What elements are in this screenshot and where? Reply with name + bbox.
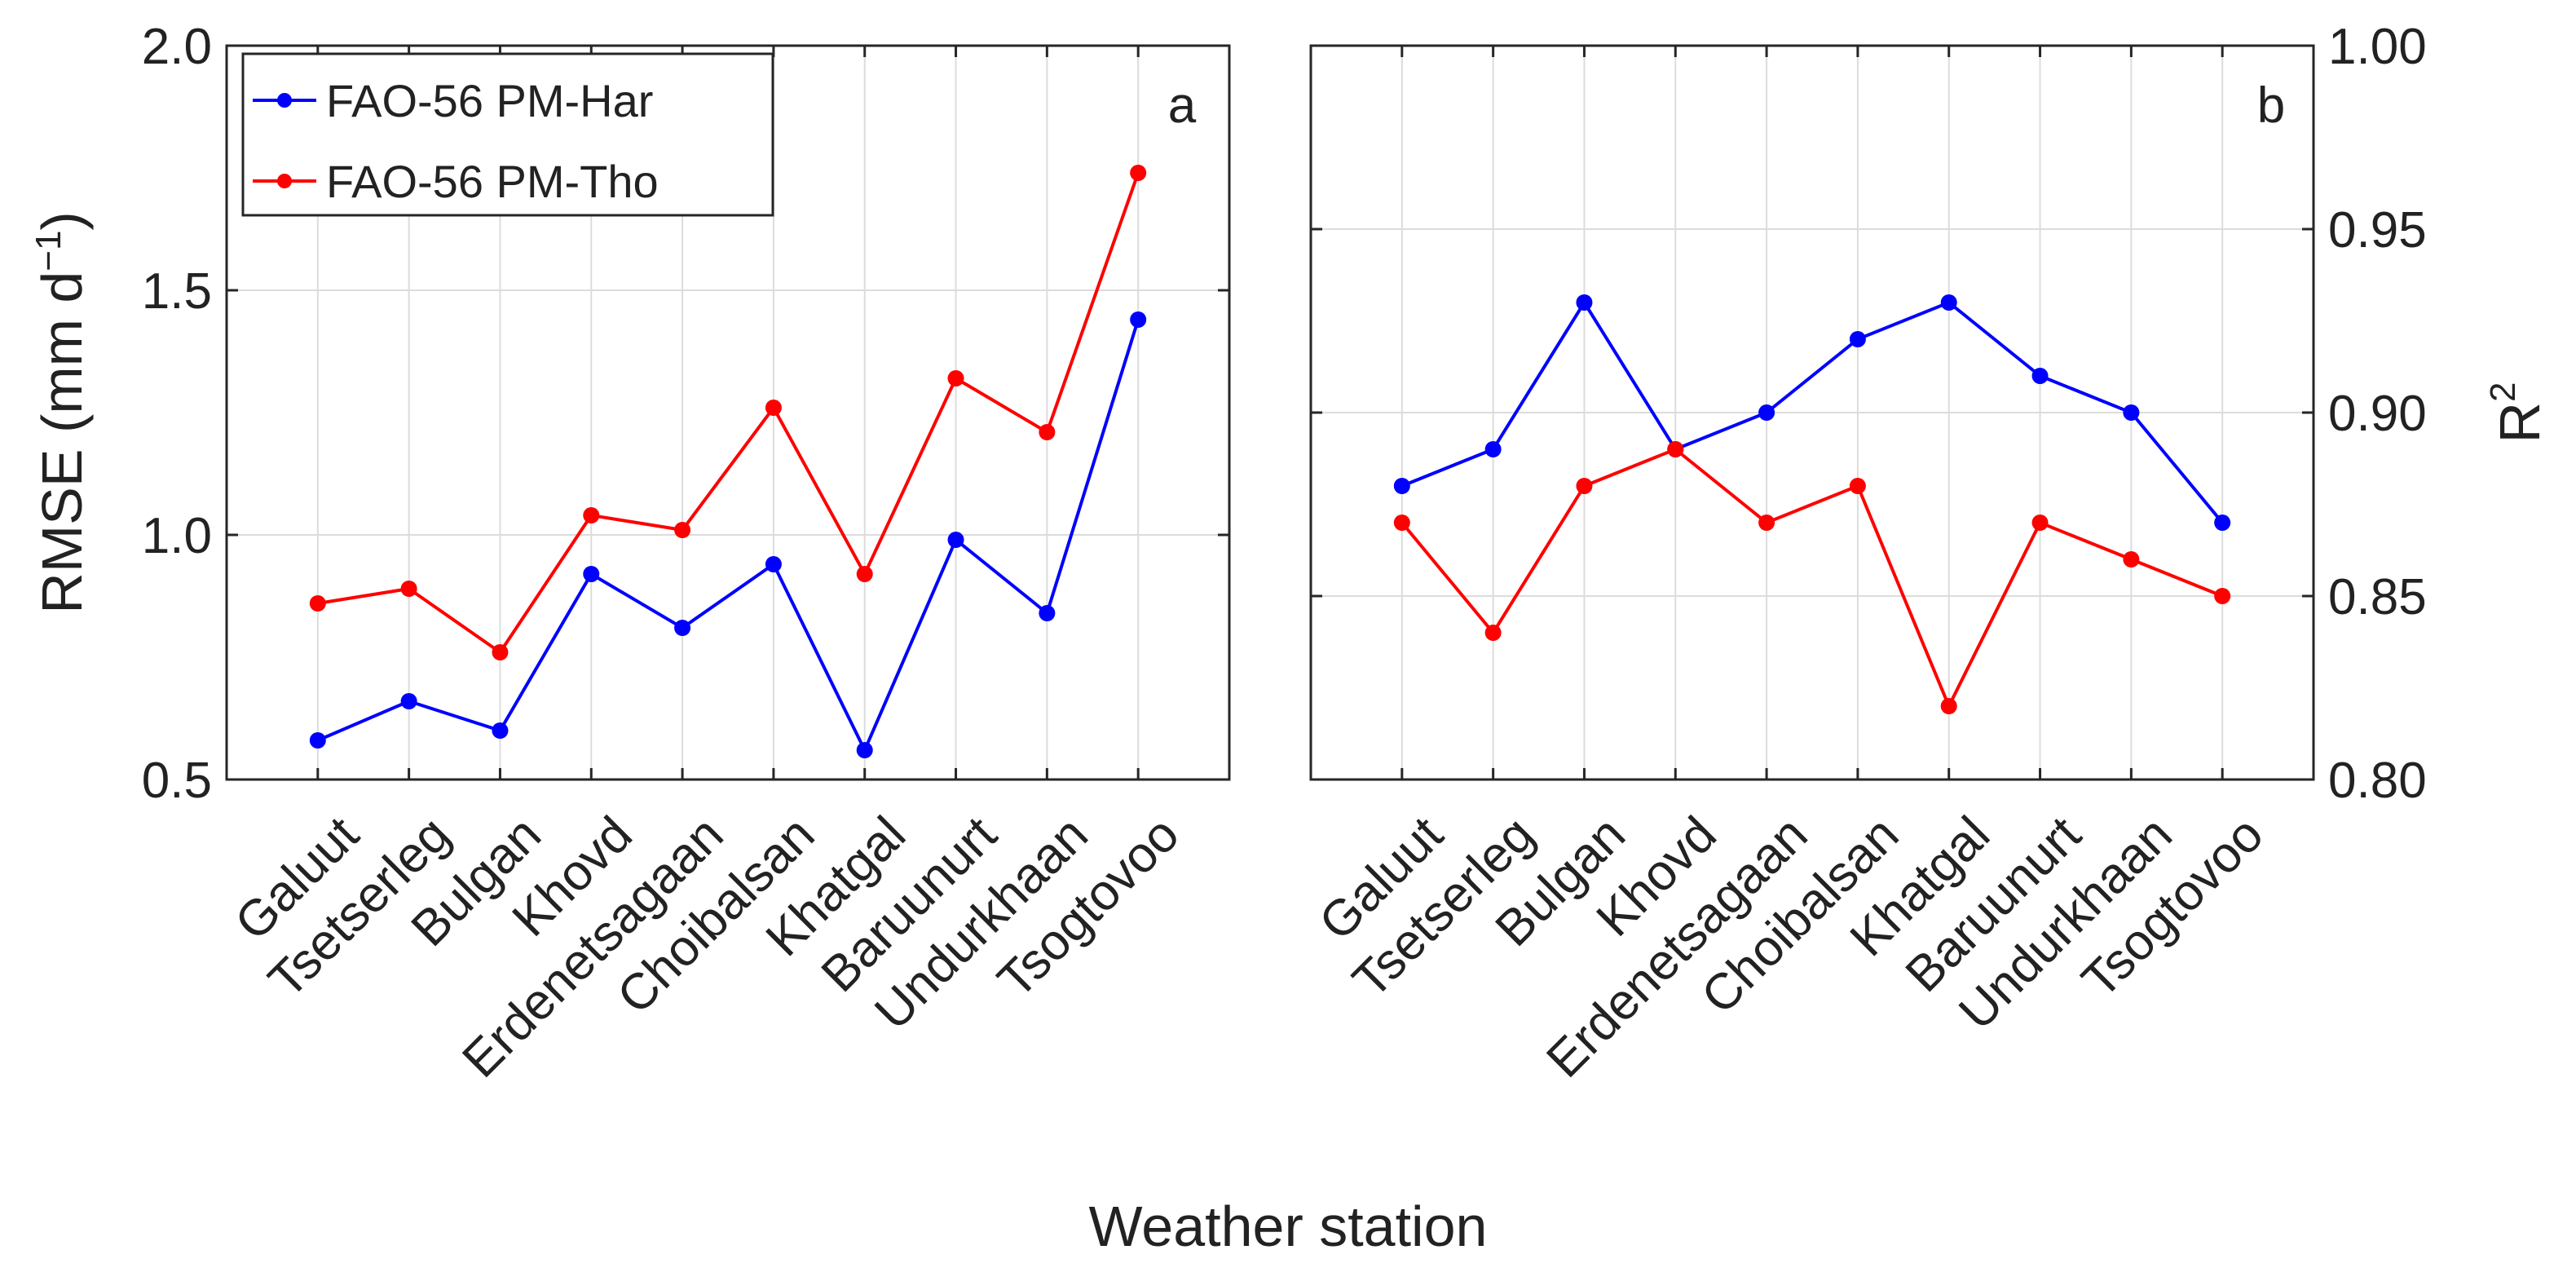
panel-a-series-1-point (400, 581, 417, 597)
panel-b-series-0-point (2214, 515, 2231, 531)
panel-a-series-line-1 (317, 172, 1140, 655)
panel-b-y-tick-label: 0.80 (2328, 753, 2427, 809)
panel-b-series-1-point (1940, 698, 1957, 714)
x-axis-label: Weather station (1089, 1195, 1488, 1258)
panel-a-series-1-point (492, 644, 509, 660)
panel-b-series-0-point (1484, 441, 1502, 457)
panel-a-label: a (1168, 77, 1197, 134)
panel-a-series-0-point (1130, 311, 1147, 328)
panel-a-series-1-point (1130, 165, 1147, 181)
panel-a-series-0-point (674, 620, 691, 636)
panel-b-y-tick-label: 0.95 (2328, 202, 2427, 258)
panel-b-series-1-point (1758, 515, 1775, 531)
panel-b-y-ticks: 0.80 0.85 0.90 0.95 1.00 (1311, 19, 2427, 809)
panel-b-y-label-text: R (2488, 402, 2552, 444)
panel-b-series-0-point (2031, 368, 2049, 384)
panel-a-y-tick-label: 1.0 (142, 508, 212, 564)
panel-a-series-0-point (583, 566, 600, 582)
panel-b-label: b (2257, 77, 2285, 134)
panel-a-series-1-point (947, 370, 964, 386)
panel-a-y-label-sup: −1 (29, 231, 68, 272)
panel-a-series-1-point (583, 507, 600, 523)
panel-a-series-1-point (856, 566, 873, 582)
panel-b-series-0-point (1576, 294, 1593, 311)
panel-b-y-tick-label: 1.00 (2328, 19, 2427, 75)
panel-a-y-tick-label: 0.5 (142, 753, 212, 809)
legend-marker-har (277, 93, 292, 108)
panel-a-frame (225, 44, 1231, 781)
panel-b-series-1-point (1667, 441, 1684, 457)
panel-a-series-1-point (765, 400, 782, 416)
legend-label-tho: FAO-56 PM-Tho (326, 156, 659, 207)
panel-a-series-0-point (1039, 605, 1056, 621)
panel-b-y-label-sup: 2 (2483, 382, 2523, 401)
panel-a-series-1-point (674, 522, 691, 538)
legend: FAO-56 PM-Har FAO-56 PM-Tho (241, 52, 774, 217)
panel-b-series-line-0 (1401, 299, 2224, 524)
panel-b-series-0-point (1940, 294, 1957, 311)
panel-a-series-0-point (492, 722, 509, 739)
panel-a-series-1-point (1039, 424, 1056, 440)
panel-a-y-label-text: RMSE (mm d (30, 272, 94, 614)
panel-a-y-ticks: 0.5 1.0 1.5 2.0 (142, 19, 1229, 809)
legend-marker-tho (277, 174, 292, 188)
panel-b-series-1-point (1576, 478, 1593, 494)
panel-b-lines (1393, 294, 2231, 714)
panel-a-y-tick-label: 1.5 (142, 263, 212, 320)
legend-box (241, 52, 774, 217)
panel-a-series-0-point (765, 556, 782, 572)
legend-label-har: FAO-56 PM-Har (326, 75, 653, 126)
panel-b-series-0-point (2123, 404, 2140, 421)
panel-a: 0.51.01.52.0 GaluutTsetserlegBulganKhovd… (29, 19, 1231, 1089)
panel-b-series-1-point (2123, 551, 2140, 568)
panel-a-series-0-point (947, 532, 964, 548)
panel-a-series-0-point (400, 693, 417, 709)
panel-b-series-1-point (1393, 515, 1410, 531)
panel-a-series-0-point (309, 732, 326, 749)
panel-b-series-1-point (1849, 478, 1866, 494)
panel-a-y-axis-label: RMSE (mm d−1) (29, 211, 94, 613)
panel-b-series-0-point (1849, 331, 1866, 347)
panel-b-series-0-point (1758, 404, 1775, 421)
panel-b-series-1-point (1484, 625, 1502, 641)
panel-a-y-tick-label: 2.0 (142, 19, 212, 75)
panel-a-y-label-close: ) (30, 211, 94, 230)
panel-b-y-tick-label: 0.90 (2328, 386, 2427, 442)
panel-b: 0.800.850.900.951.00 GaluutTsetserlegBul… (1308, 19, 2552, 1089)
panel-b-series-1-point (2031, 515, 2049, 531)
panel-b-series-1-point (2214, 588, 2231, 604)
panel-b-series-0-point (1393, 478, 1410, 494)
panel-a-series-0-point (856, 742, 873, 758)
panel-b-y-tick-label: 0.85 (2328, 569, 2427, 625)
panel-a-lines (309, 165, 1147, 758)
panel-a-series-1-point (309, 595, 326, 612)
panel-a-series-line-0 (317, 319, 1140, 754)
panel-b-series-line-1 (1400, 447, 2223, 710)
panel-b-y-axis-label: R2 (2483, 382, 2552, 443)
